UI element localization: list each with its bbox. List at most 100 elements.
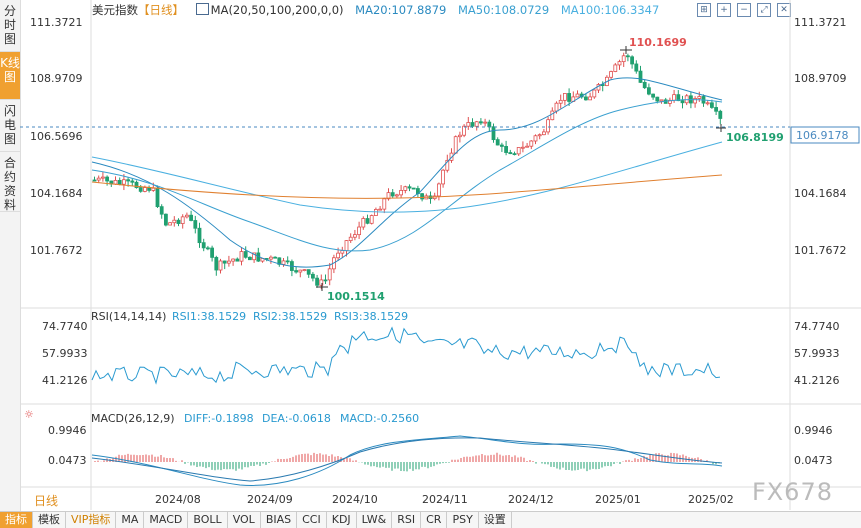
ma200-line — [91, 174, 723, 199]
candle-body — [558, 99, 563, 104]
x-axis-label: 2024/08 — [155, 493, 201, 506]
indicator-tab-settings[interactable]: 设置 — [479, 512, 512, 528]
chart-icon[interactable] — [195, 3, 209, 15]
candle-body — [352, 234, 357, 238]
indicator-tab-vip[interactable]: VIP指标 — [66, 512, 117, 528]
candle-body — [222, 260, 227, 264]
candle-body — [436, 183, 441, 197]
candle-body — [714, 107, 718, 112]
candle-body — [189, 214, 194, 221]
candle-body — [634, 63, 639, 72]
candle-body — [285, 260, 290, 263]
rsi-axis-label: 57.9933 — [42, 347, 88, 360]
indicator-tab-lw[interactable]: LW& — [357, 512, 393, 528]
candle-body — [693, 98, 697, 104]
rsi-axis-label: 41.2126 — [42, 374, 88, 387]
indicator-tab-macd[interactable]: MACD — [144, 512, 189, 528]
candle-body — [92, 179, 97, 182]
candle-body — [201, 242, 206, 249]
candle-body — [336, 252, 341, 259]
indicator-tab-template[interactable]: 模板 — [33, 512, 66, 528]
indicator-tab-cci[interactable]: CCI — [297, 512, 327, 528]
macd-axis-label: 0.0473 — [48, 454, 87, 467]
candle-body — [584, 96, 588, 101]
candle-body — [294, 270, 299, 273]
candle-body — [588, 96, 592, 101]
candle-body — [298, 269, 303, 273]
period-indicator[interactable]: 日线 — [34, 494, 58, 508]
left-axis-label: 106.5696 — [30, 130, 83, 143]
last-marker — [716, 124, 726, 132]
indicator-tab-cr[interactable]: CR — [421, 512, 448, 528]
candle-body — [344, 240, 349, 252]
candle-body — [180, 216, 185, 224]
indicator-tab-indicators[interactable]: 指标 — [0, 512, 33, 528]
ma-params: MA(20,50,100,200,0,0) — [210, 3, 344, 17]
candle-body — [281, 260, 286, 265]
candle-body — [159, 206, 164, 215]
candle-body — [516, 147, 521, 155]
macd-dea-line — [91, 437, 723, 482]
left-axis-label: 108.9709 — [30, 72, 83, 85]
candle-body — [533, 135, 538, 142]
rsi2-value: RSI2:38.1529 — [253, 310, 327, 323]
high-marker — [620, 46, 632, 54]
candle-body — [617, 61, 622, 66]
candle-body — [546, 119, 550, 133]
indicator-tab-boll[interactable]: BOLL — [188, 512, 228, 528]
candle-body — [386, 192, 391, 200]
candle-body — [235, 258, 240, 262]
candle-body — [399, 190, 404, 196]
zoom-in-icon[interactable]: + — [717, 3, 731, 17]
instrument-title: 美元指数 — [92, 3, 138, 17]
indicator-tab-kdj[interactable]: KDJ — [327, 512, 357, 528]
indicator-tab-vol[interactable]: VOL — [228, 512, 261, 528]
tab-flash[interactable]: 闪电图 — [0, 100, 20, 152]
candle-body — [142, 187, 147, 192]
candle-body — [466, 122, 471, 127]
chart-toolbar: ⊞ + − ⤢ ✕ — [691, 2, 791, 17]
side-tab-bar: 分时图 K线图 闪电图 合约资料 — [0, 0, 21, 512]
tab-kline[interactable]: K线图 — [0, 52, 20, 100]
candle-body — [642, 82, 647, 89]
period-label[interactable]: 【日线】 — [138, 3, 184, 17]
candle-body — [453, 136, 458, 154]
candle-body — [373, 209, 378, 216]
fullscreen-icon[interactable]: ⤢ — [757, 3, 771, 17]
zoom-out-icon[interactable]: − — [737, 3, 751, 17]
candle-body — [226, 260, 231, 264]
candle-body — [567, 93, 571, 102]
rsi1-value: RSI1:38.1529 — [172, 310, 246, 323]
left-axis-label: 104.1684 — [30, 187, 83, 200]
rsi-axis-label-right: 74.7740 — [794, 320, 840, 333]
candle-body — [554, 102, 559, 112]
tab-timeshare[interactable]: 分时图 — [0, 0, 20, 52]
candle-body — [197, 227, 202, 244]
candle-body — [525, 145, 529, 148]
candle-body — [138, 187, 143, 192]
indicator-tab-rsi[interactable]: RSI — [392, 512, 422, 528]
indicator-tab-ma[interactable]: MA — [116, 512, 145, 528]
candle-body — [483, 121, 488, 124]
candle-body — [710, 102, 714, 108]
indicator-bar: 指标 模板 VIP指标 MA MACD BOLL VOL BIAS CCI KDJ LW& RSI CR… — [0, 511, 861, 528]
candle-body — [449, 152, 454, 161]
candle-body — [302, 269, 307, 272]
candle-body — [537, 134, 542, 137]
candle-body — [672, 94, 676, 101]
indicator-tab-bias[interactable]: BIAS — [261, 512, 298, 528]
macd-title: MACD(26,12,9) — [91, 412, 175, 425]
candle-body — [621, 55, 626, 63]
candle-body — [718, 110, 723, 119]
rsi-axis-label-right: 41.2126 — [794, 374, 840, 387]
candle-body — [214, 256, 219, 271]
tab-contract-info[interactable]: 合约资料 — [0, 152, 20, 212]
indicator-tab-psy[interactable]: PSY — [447, 512, 479, 528]
candle-body — [172, 219, 177, 224]
candle-body — [445, 159, 450, 171]
settings-icon[interactable]: ☼ — [24, 408, 34, 421]
candle-body — [495, 139, 500, 146]
candle-body — [168, 222, 173, 226]
crosshair-icon[interactable]: ⊞ — [697, 3, 711, 17]
